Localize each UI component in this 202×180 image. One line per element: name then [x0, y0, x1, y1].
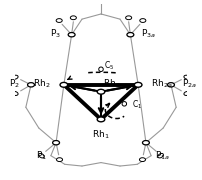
Text: Rh$_1$: Rh$_1$ [92, 129, 110, 141]
Ellipse shape [56, 19, 62, 22]
Ellipse shape [127, 33, 134, 37]
Ellipse shape [126, 16, 132, 20]
Text: Rh$_{2a}$: Rh$_{2a}$ [151, 78, 173, 90]
Circle shape [99, 67, 103, 71]
Ellipse shape [184, 91, 190, 95]
Text: C$_5$: C$_5$ [104, 60, 114, 72]
Ellipse shape [97, 89, 105, 94]
Ellipse shape [27, 83, 35, 87]
Ellipse shape [12, 91, 18, 95]
Text: Rh$_3$: Rh$_3$ [103, 78, 120, 90]
Text: P$_{1a}$: P$_{1a}$ [155, 150, 169, 162]
Text: Rh$_2$: Rh$_2$ [34, 78, 51, 90]
Text: P$_{3a}$: P$_{3a}$ [141, 28, 156, 40]
Ellipse shape [139, 158, 145, 161]
Ellipse shape [158, 153, 163, 158]
Ellipse shape [53, 141, 60, 145]
Text: P$_2$: P$_2$ [9, 78, 20, 90]
Circle shape [122, 102, 127, 106]
Ellipse shape [60, 82, 68, 87]
Text: P$_{2a}$: P$_{2a}$ [182, 78, 197, 90]
Ellipse shape [184, 75, 190, 79]
Text: C$_1$: C$_1$ [132, 98, 142, 111]
Ellipse shape [97, 117, 105, 122]
Ellipse shape [68, 33, 75, 37]
Ellipse shape [39, 153, 44, 158]
Ellipse shape [70, 16, 76, 20]
Ellipse shape [12, 75, 18, 79]
Ellipse shape [140, 19, 146, 22]
Ellipse shape [142, 141, 149, 145]
Ellipse shape [98, 0, 104, 2]
Ellipse shape [57, 158, 63, 161]
Text: P$_3$: P$_3$ [50, 28, 61, 40]
Ellipse shape [134, 82, 142, 87]
Text: P$_1$: P$_1$ [36, 150, 47, 162]
Ellipse shape [167, 83, 175, 87]
